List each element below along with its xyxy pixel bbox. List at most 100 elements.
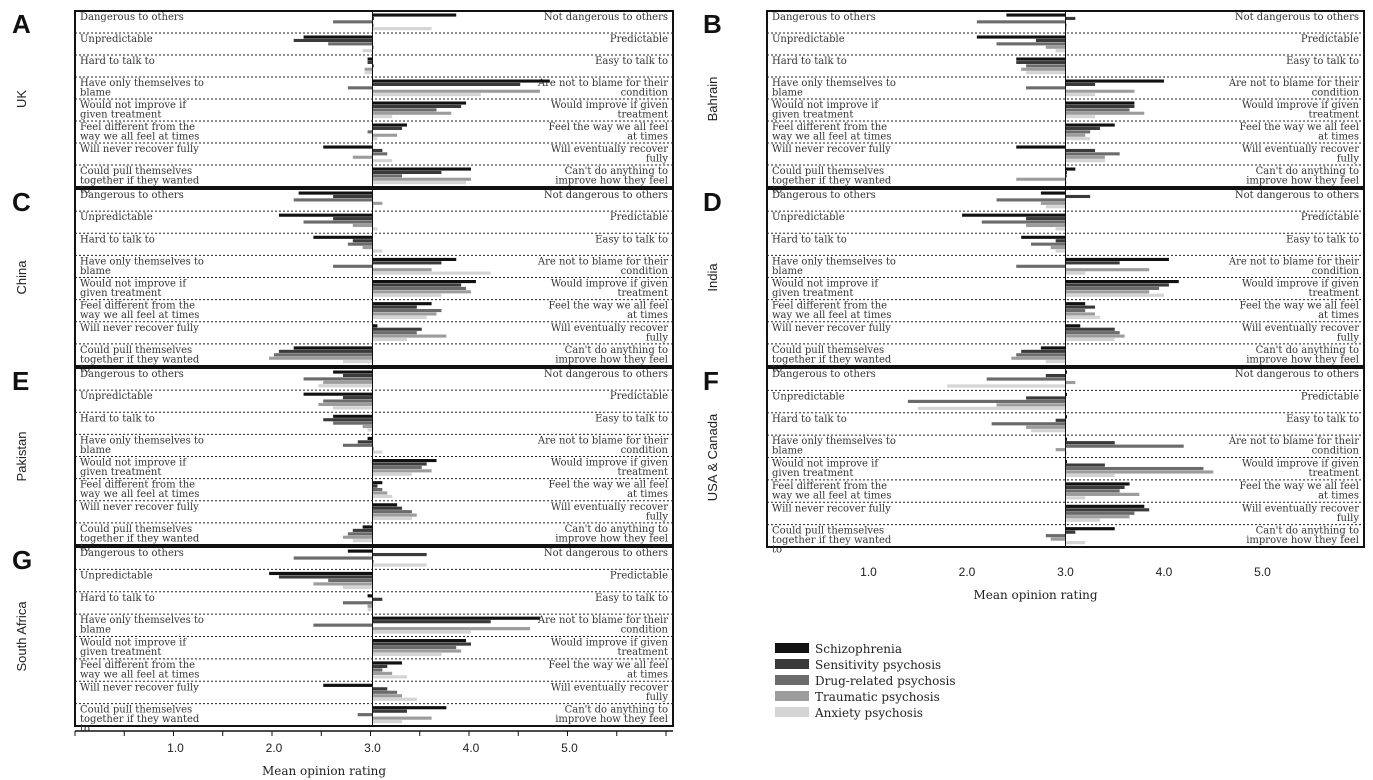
right-label: at times bbox=[627, 310, 668, 321]
left-label: Would not improve if bbox=[80, 638, 187, 649]
bar bbox=[372, 331, 417, 335]
right-label: Are not to blame for their bbox=[1228, 78, 1359, 89]
right-label: at times bbox=[627, 669, 668, 680]
left-label: Would not improve if bbox=[772, 279, 879, 290]
left-label: Feel different from the bbox=[80, 660, 195, 671]
right-label: Feel the way we all feel bbox=[549, 660, 668, 671]
left-label: Feel different from the bbox=[772, 122, 887, 133]
bar bbox=[372, 462, 427, 466]
left-label: Hard to talk to bbox=[80, 413, 155, 424]
right-label: Can't do anything to bbox=[1256, 345, 1359, 356]
right-label: treatment bbox=[1308, 288, 1359, 299]
bar bbox=[976, 20, 1066, 24]
item-row: Dangerous to others Not dangerous to othe… bbox=[80, 12, 668, 31]
left-label: Could pull themselves bbox=[772, 166, 884, 177]
bar bbox=[372, 639, 467, 643]
bar bbox=[372, 315, 427, 319]
bar bbox=[342, 360, 373, 364]
bar bbox=[1065, 527, 1115, 531]
bar bbox=[367, 130, 373, 134]
bar bbox=[323, 418, 373, 422]
bar bbox=[991, 422, 1066, 426]
left-label: blame bbox=[772, 446, 803, 457]
bar bbox=[372, 671, 393, 675]
bar bbox=[372, 675, 407, 679]
tick-label: 1.0 bbox=[167, 741, 184, 755]
bar bbox=[1026, 71, 1066, 75]
bar bbox=[372, 268, 432, 272]
right-label: Predictable bbox=[610, 212, 668, 223]
bar bbox=[333, 264, 373, 268]
legend-label: Schizophrenia bbox=[815, 642, 902, 656]
left-label: together if they wanted bbox=[80, 176, 200, 187]
left-label: Dangerous to others bbox=[80, 12, 184, 23]
right-label: treatment bbox=[617, 110, 668, 121]
legend-item: Traumatic psychosis bbox=[775, 690, 940, 704]
right-label: Can't do anything to bbox=[565, 705, 668, 716]
right-label: treatment bbox=[1308, 468, 1359, 479]
left-label: Unpredictable bbox=[772, 212, 845, 223]
bar bbox=[372, 516, 412, 521]
right-label: Are not to blame for their bbox=[537, 435, 668, 446]
bar bbox=[981, 220, 1066, 224]
bar bbox=[372, 290, 471, 294]
item-row: Unpredictable Predictable bbox=[75, 210, 673, 231]
left-label: Will never recover fully bbox=[80, 682, 199, 693]
bar bbox=[372, 137, 378, 141]
bar bbox=[1065, 137, 1091, 141]
country-label: USA & Canada bbox=[705, 413, 720, 501]
bar bbox=[996, 198, 1066, 202]
left-label: given treatment bbox=[772, 288, 853, 299]
bar bbox=[1065, 337, 1115, 342]
left-label: Will never recover fully bbox=[772, 323, 891, 334]
right-label: Not dangerous to others bbox=[1235, 369, 1359, 380]
bar bbox=[1065, 518, 1100, 522]
bar bbox=[1050, 246, 1066, 250]
tick-label: 2.0 bbox=[266, 741, 283, 755]
bar bbox=[372, 716, 432, 720]
tick-label: 3.0 bbox=[1057, 565, 1074, 579]
right-label: Would improve if given bbox=[1242, 100, 1360, 111]
item-row: Unpredictable Predictable bbox=[767, 389, 1364, 410]
left-label: way we all feel at times bbox=[80, 310, 199, 321]
left-label: Have only themselves to bbox=[80, 78, 204, 89]
bar bbox=[323, 399, 373, 403]
bar bbox=[372, 661, 403, 665]
bar bbox=[372, 706, 447, 710]
panel-e: E Pakistan Dangerous to others Not dangerou… bbox=[12, 366, 674, 554]
bar bbox=[1016, 145, 1066, 149]
left-label: Unpredictable bbox=[80, 570, 153, 581]
bar bbox=[1065, 23, 1067, 27]
right-label: fully bbox=[1337, 154, 1360, 165]
tick-label: 4.0 bbox=[463, 741, 480, 755]
bar bbox=[1055, 418, 1066, 422]
left-label: to bbox=[80, 724, 90, 735]
bar bbox=[1065, 327, 1115, 331]
right-label: Will eventually recover bbox=[1242, 503, 1359, 514]
bar bbox=[1065, 89, 1135, 93]
bar bbox=[318, 384, 373, 388]
left-label: given treatment bbox=[772, 110, 853, 121]
bar bbox=[362, 246, 373, 250]
right-label: Easy to talk to bbox=[1286, 56, 1359, 67]
bar bbox=[1065, 508, 1150, 512]
left-label: Feel different from the bbox=[80, 480, 195, 491]
right-label: Predictable bbox=[610, 570, 668, 581]
right-label: Feel the way we all feel bbox=[549, 122, 668, 133]
bar bbox=[1065, 174, 1067, 178]
bar bbox=[313, 235, 373, 239]
bar bbox=[367, 436, 373, 440]
bar bbox=[278, 575, 373, 579]
bar bbox=[1065, 257, 1169, 261]
bar bbox=[1065, 302, 1086, 306]
right-label: fully bbox=[646, 692, 669, 703]
legend-swatch bbox=[775, 707, 809, 717]
left-label: Have only themselves to bbox=[80, 615, 204, 626]
bar bbox=[313, 623, 373, 627]
